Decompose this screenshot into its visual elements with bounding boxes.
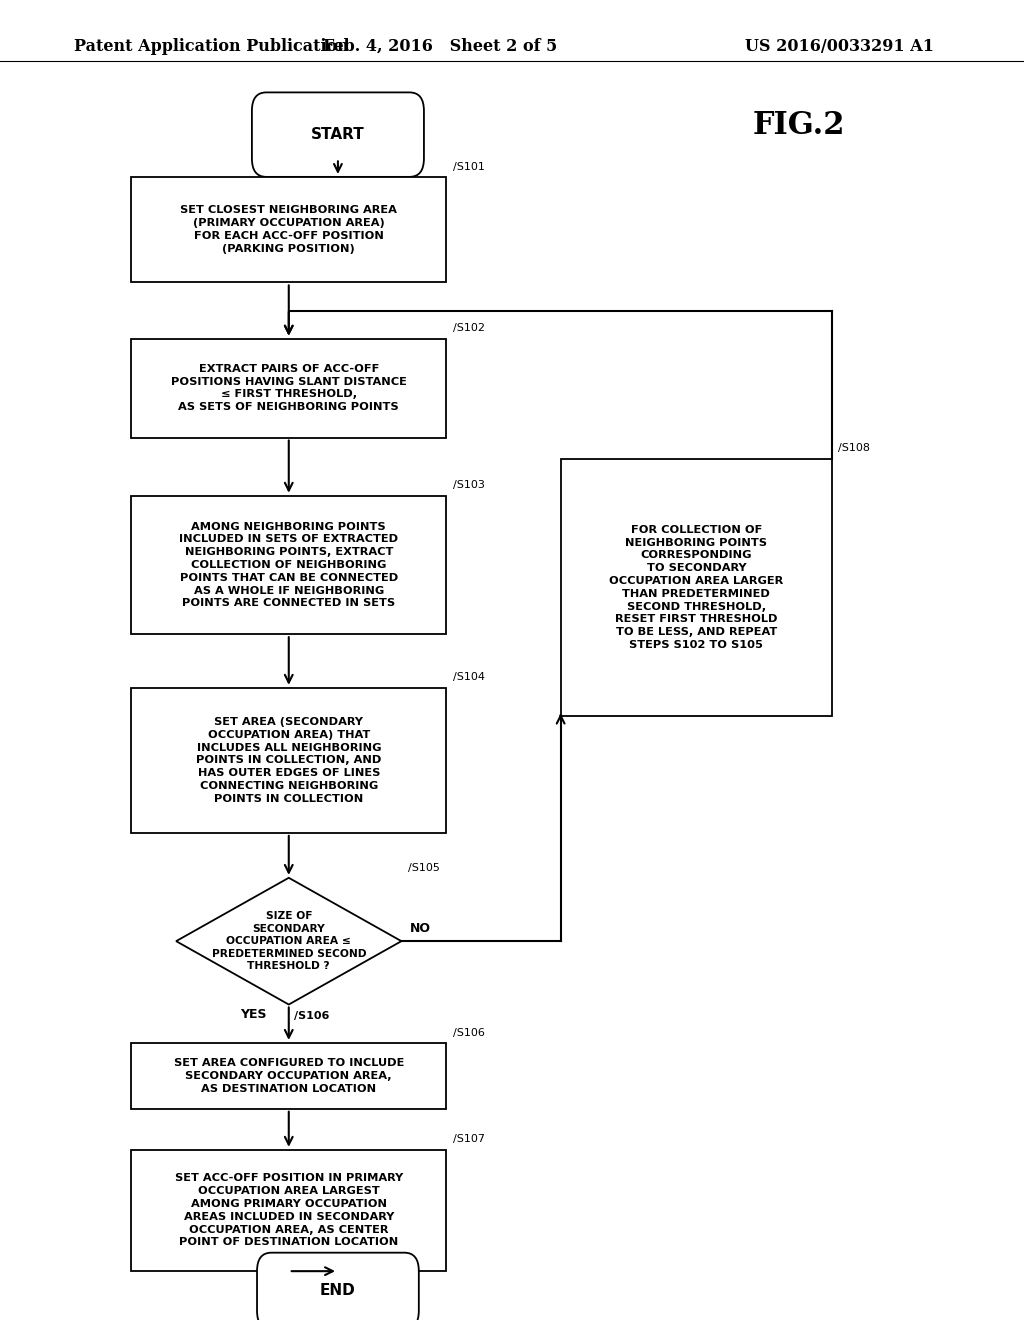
FancyBboxPatch shape bbox=[131, 339, 446, 438]
Text: US 2016/0033291 A1: US 2016/0033291 A1 bbox=[745, 38, 934, 54]
FancyBboxPatch shape bbox=[561, 458, 833, 715]
Text: /S103: /S103 bbox=[453, 480, 484, 491]
FancyBboxPatch shape bbox=[131, 1150, 446, 1271]
Text: SET AREA (SECONDARY
OCCUPATION AREA) THAT
INCLUDES ALL NEIGHBORING
POINTS IN COL: SET AREA (SECONDARY OCCUPATION AREA) THA… bbox=[196, 717, 382, 804]
Text: /S101: /S101 bbox=[453, 161, 484, 172]
Text: EXTRACT PAIRS OF ACC-OFF
POSITIONS HAVING SLANT DISTANCE
≤ FIRST THRESHOLD,
AS S: EXTRACT PAIRS OF ACC-OFF POSITIONS HAVIN… bbox=[171, 364, 407, 412]
Text: /S105: /S105 bbox=[408, 862, 439, 873]
Text: SET CLOSEST NEIGHBORING AREA
(PRIMARY OCCUPATION AREA)
FOR EACH ACC-OFF POSITION: SET CLOSEST NEIGHBORING AREA (PRIMARY OC… bbox=[180, 206, 397, 253]
Text: /S107: /S107 bbox=[453, 1134, 484, 1144]
FancyBboxPatch shape bbox=[257, 1253, 419, 1320]
Text: /S106: /S106 bbox=[453, 1027, 484, 1038]
Text: /S104: /S104 bbox=[453, 672, 484, 682]
FancyBboxPatch shape bbox=[131, 1043, 446, 1109]
Text: AMONG NEIGHBORING POINTS
INCLUDED IN SETS OF EXTRACTED
NEIGHBORING POINTS, EXTRA: AMONG NEIGHBORING POINTS INCLUDED IN SET… bbox=[179, 521, 398, 609]
FancyBboxPatch shape bbox=[131, 496, 446, 635]
FancyBboxPatch shape bbox=[131, 688, 446, 833]
Text: /S106: /S106 bbox=[294, 1011, 330, 1022]
Polygon shape bbox=[176, 878, 401, 1005]
Text: /S108: /S108 bbox=[838, 444, 870, 453]
Text: END: END bbox=[321, 1283, 355, 1299]
Text: START: START bbox=[311, 127, 365, 143]
Text: /S102: /S102 bbox=[453, 323, 484, 334]
Text: SIZE OF
SECONDARY
OCCUPATION AREA ≤
PREDETERMINED SECOND
THRESHOLD ?: SIZE OF SECONDARY OCCUPATION AREA ≤ PRED… bbox=[212, 911, 366, 972]
FancyBboxPatch shape bbox=[131, 177, 446, 282]
Text: NO: NO bbox=[410, 921, 431, 935]
Text: Feb. 4, 2016   Sheet 2 of 5: Feb. 4, 2016 Sheet 2 of 5 bbox=[324, 38, 557, 54]
Text: SET AREA CONFIGURED TO INCLUDE
SECONDARY OCCUPATION AREA,
AS DESTINATION LOCATIO: SET AREA CONFIGURED TO INCLUDE SECONDARY… bbox=[174, 1059, 403, 1093]
Text: FIG.2: FIG.2 bbox=[753, 110, 845, 141]
Text: Patent Application Publication: Patent Application Publication bbox=[74, 38, 348, 54]
Text: FOR COLLECTION OF
NEIGHBORING POINTS
CORRESPONDING
TO SECONDARY
OCCUPATION AREA : FOR COLLECTION OF NEIGHBORING POINTS COR… bbox=[609, 525, 783, 649]
Text: SET ACC-OFF POSITION IN PRIMARY
OCCUPATION AREA LARGEST
AMONG PRIMARY OCCUPATION: SET ACC-OFF POSITION IN PRIMARY OCCUPATI… bbox=[175, 1173, 402, 1247]
FancyBboxPatch shape bbox=[252, 92, 424, 177]
Text: YES: YES bbox=[240, 1008, 266, 1022]
